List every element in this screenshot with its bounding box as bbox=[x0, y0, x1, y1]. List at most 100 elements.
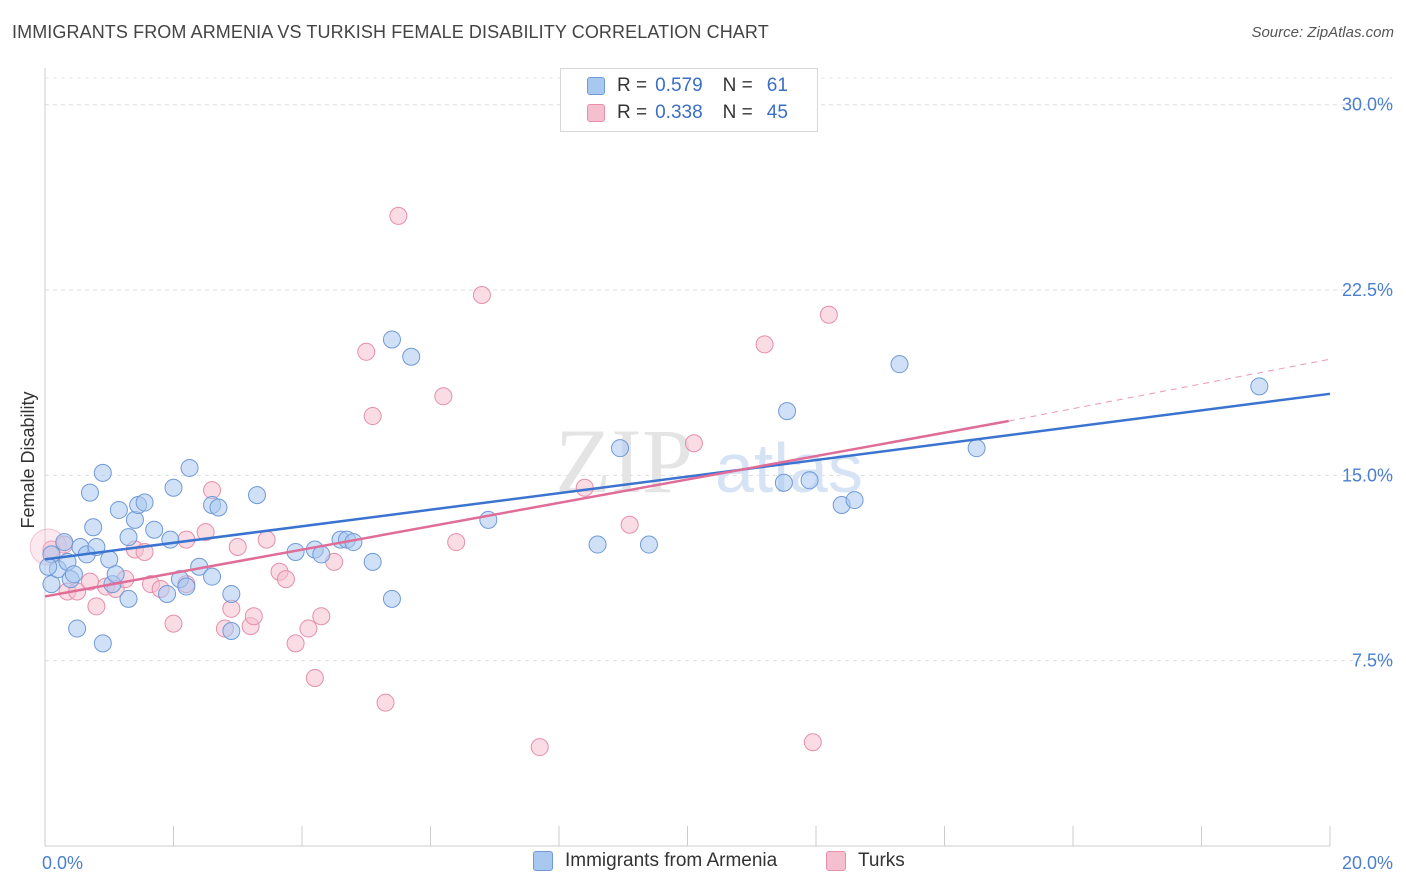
legend-item-turks[interactable]: Turks bbox=[826, 850, 905, 872]
data-point-armenia bbox=[109, 500, 128, 519]
x-tick-label: 20.0% bbox=[1342, 853, 1393, 873]
data-point-turks bbox=[755, 335, 774, 354]
y-axis-title: Female Disability bbox=[18, 391, 38, 528]
data-point-turks bbox=[472, 285, 491, 304]
data-point-armenia bbox=[209, 498, 228, 517]
data-point-armenia bbox=[203, 567, 222, 586]
data-point-turks bbox=[389, 206, 408, 225]
data-point-armenia bbox=[119, 589, 138, 608]
data-point-turks bbox=[434, 387, 453, 406]
trend-line-turks-extension bbox=[1008, 358, 1331, 422]
data-point-turks bbox=[530, 738, 549, 757]
data-point-armenia bbox=[125, 510, 144, 529]
data-point-turks bbox=[363, 407, 382, 426]
data-point-armenia bbox=[93, 463, 112, 482]
data-point-turks bbox=[305, 668, 324, 687]
chart-source: Source: ZipAtlas.com bbox=[1251, 24, 1394, 41]
data-point-turks bbox=[80, 572, 99, 591]
data-point-armenia bbox=[363, 552, 382, 571]
data-point-turks bbox=[357, 342, 376, 361]
y-tick-label: 7.5% bbox=[1352, 651, 1393, 671]
legend-r-value: 0.338 bbox=[655, 102, 703, 123]
data-point-turks bbox=[376, 693, 395, 712]
data-point-turks bbox=[276, 570, 295, 589]
data-point-armenia bbox=[119, 528, 138, 547]
data-point-turks bbox=[196, 523, 215, 542]
watermark: ZIP atlas bbox=[555, 410, 863, 512]
data-point-armenia bbox=[778, 402, 797, 421]
data-point-armenia bbox=[42, 575, 61, 594]
x-tick-labels: 0.0% 20.0% bbox=[42, 853, 1393, 873]
data-point-turks bbox=[286, 634, 305, 653]
data-point-turks bbox=[228, 538, 247, 557]
correlation-legend: R = 0.579 N = 61 R = 0.338 N = 45 bbox=[560, 68, 818, 132]
y-tick-labels: 7.5% 15.0% 22.5% 30.0% bbox=[1342, 95, 1393, 671]
legend-swatch-armenia bbox=[587, 77, 605, 95]
watermark-atlas: atlas bbox=[715, 429, 863, 507]
data-point-armenia bbox=[161, 530, 180, 549]
y-tick-label: 30.0% bbox=[1342, 95, 1393, 115]
data-point-armenia bbox=[382, 330, 401, 349]
data-point-armenia bbox=[106, 565, 125, 584]
legend-r-value: 0.579 bbox=[655, 75, 703, 96]
legend-n-label: N = bbox=[722, 75, 753, 96]
data-point-armenia bbox=[64, 565, 83, 584]
series-legend: Immigrants from Armenia Turks bbox=[0, 850, 1406, 880]
data-point-armenia bbox=[68, 619, 87, 638]
data-point-armenia bbox=[890, 355, 909, 374]
data-point-turks bbox=[164, 614, 183, 633]
data-point-armenia bbox=[93, 634, 112, 653]
data-point-turks bbox=[819, 305, 838, 324]
data-point-armenia bbox=[845, 491, 864, 510]
watermark-zip: ZIP bbox=[555, 410, 693, 512]
axes bbox=[44, 68, 1331, 847]
data-point-armenia bbox=[177, 577, 196, 596]
chart-title: IMMIGRANTS FROM ARMENIA VS TURKISH FEMAL… bbox=[12, 22, 769, 42]
data-point-armenia bbox=[382, 589, 401, 608]
y-tick-label: 22.5% bbox=[1342, 280, 1393, 300]
data-point-armenia bbox=[774, 473, 793, 492]
trend-line-armenia bbox=[44, 392, 1331, 561]
legend-label-turks: Turks bbox=[858, 850, 905, 871]
legend-n-value: 61 bbox=[766, 75, 788, 96]
legend-r-label: R = bbox=[617, 102, 648, 123]
data-point-armenia bbox=[135, 493, 154, 512]
data-point-armenia bbox=[55, 533, 74, 552]
legend-item-armenia[interactable]: Immigrants from Armenia bbox=[533, 850, 777, 872]
legend-swatch-turks bbox=[826, 851, 846, 871]
legend-n-label: N = bbox=[722, 102, 753, 123]
legend-swatch-turks bbox=[587, 104, 605, 122]
data-point-armenia bbox=[164, 478, 183, 497]
data-point-armenia bbox=[80, 483, 99, 502]
data-point-turks bbox=[312, 607, 331, 626]
y-tick-label: 15.0% bbox=[1342, 465, 1393, 485]
gridlines bbox=[45, 77, 1392, 662]
legend-row-turks: R = 0.338 N = 45 bbox=[587, 100, 788, 126]
data-point-armenia bbox=[248, 486, 267, 505]
data-point-armenia bbox=[145, 520, 164, 539]
legend-n-value: 45 bbox=[766, 102, 788, 123]
data-point-turks bbox=[684, 434, 703, 453]
trend-line-turks bbox=[44, 419, 1009, 598]
data-point-turks bbox=[803, 733, 822, 752]
data-point-armenia bbox=[402, 347, 421, 366]
data-point-armenia bbox=[222, 622, 241, 641]
data-point-armenia bbox=[639, 535, 658, 554]
data-point-armenia bbox=[84, 518, 103, 537]
data-point-armenia bbox=[158, 584, 177, 603]
data-point-turks bbox=[575, 478, 594, 497]
data-point-armenia bbox=[180, 458, 199, 477]
data-point-turks bbox=[244, 607, 263, 626]
data-point-armenia bbox=[1250, 377, 1269, 396]
data-point-turks bbox=[447, 533, 466, 552]
data-point-armenia bbox=[39, 557, 58, 576]
data-point-turks bbox=[620, 515, 639, 534]
legend-row-armenia: R = 0.579 N = 61 bbox=[587, 73, 788, 99]
legend-swatch-armenia bbox=[533, 851, 553, 871]
data-point-turks bbox=[87, 597, 106, 616]
data-point-armenia bbox=[967, 439, 986, 458]
series-turks-points bbox=[29, 206, 838, 757]
x-tick-label: 0.0% bbox=[42, 853, 83, 873]
data-point-armenia bbox=[800, 471, 819, 490]
